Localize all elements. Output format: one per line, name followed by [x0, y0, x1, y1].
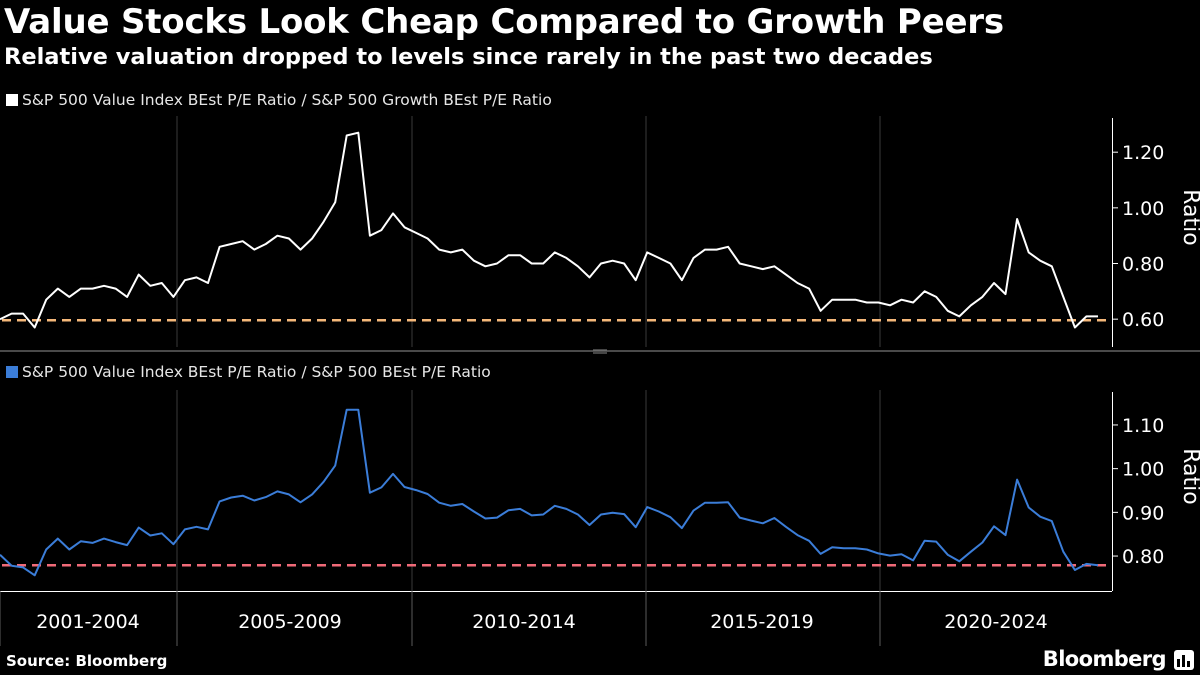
x-tick-label-4: 2020-2024: [944, 611, 1048, 633]
legend-swatch-white: [6, 94, 18, 106]
bloomberg-terminal-icon: [1174, 650, 1194, 670]
bottom-y-tick-label-0: 0.80: [1122, 546, 1164, 568]
source-note: Source: Bloomberg: [6, 652, 168, 670]
top-y-tick-label-0: 0.60: [1122, 309, 1164, 331]
bottom-legend-label: S&P 500 Value Index BEst P/E Ratio / S&P…: [22, 363, 491, 381]
top-y-tick-label-1: 0.80: [1122, 254, 1164, 276]
x-tick-label-3: 2015-2019: [710, 611, 814, 633]
x-tick-label-0: 2001-2004: [36, 611, 140, 633]
bottom-panel-legend: S&P 500 Value Index BEst P/E Ratio / S&P…: [6, 363, 491, 381]
bottom-y-axis-label: Ratio: [1178, 448, 1200, 504]
top-y-tick-label-2: 1.00: [1122, 198, 1164, 220]
bottom-series-line: [0, 408, 1099, 577]
top-panel-legend: S&P 500 Value Index BEst P/E Ratio / S&P…: [6, 91, 552, 109]
chart-subtitle: Relative valuation dropped to levels sin…: [4, 44, 933, 70]
top-series-line: [0, 131, 1098, 329]
x-tick-label-1: 2005-2009: [238, 611, 342, 633]
top-legend-label: S&P 500 Value Index BEst P/E Ratio / S&P…: [22, 91, 552, 109]
bottom-y-tick-label-1: 0.90: [1122, 502, 1164, 524]
x-tick-label-2: 2010-2014: [472, 611, 576, 633]
bloomberg-logo: Bloomberg: [1042, 647, 1167, 671]
chart-title: Value Stocks Look Cheap Compared to Grow…: [4, 2, 1004, 42]
top-y-axis-label: Ratio: [1178, 189, 1200, 245]
bottom-y-tick-label-2: 1.00: [1122, 459, 1164, 481]
legend-swatch-blue: [6, 366, 18, 378]
top-y-tick-label-3: 1.20: [1122, 142, 1164, 164]
bottom-y-tick-label-3: 1.10: [1122, 415, 1164, 437]
